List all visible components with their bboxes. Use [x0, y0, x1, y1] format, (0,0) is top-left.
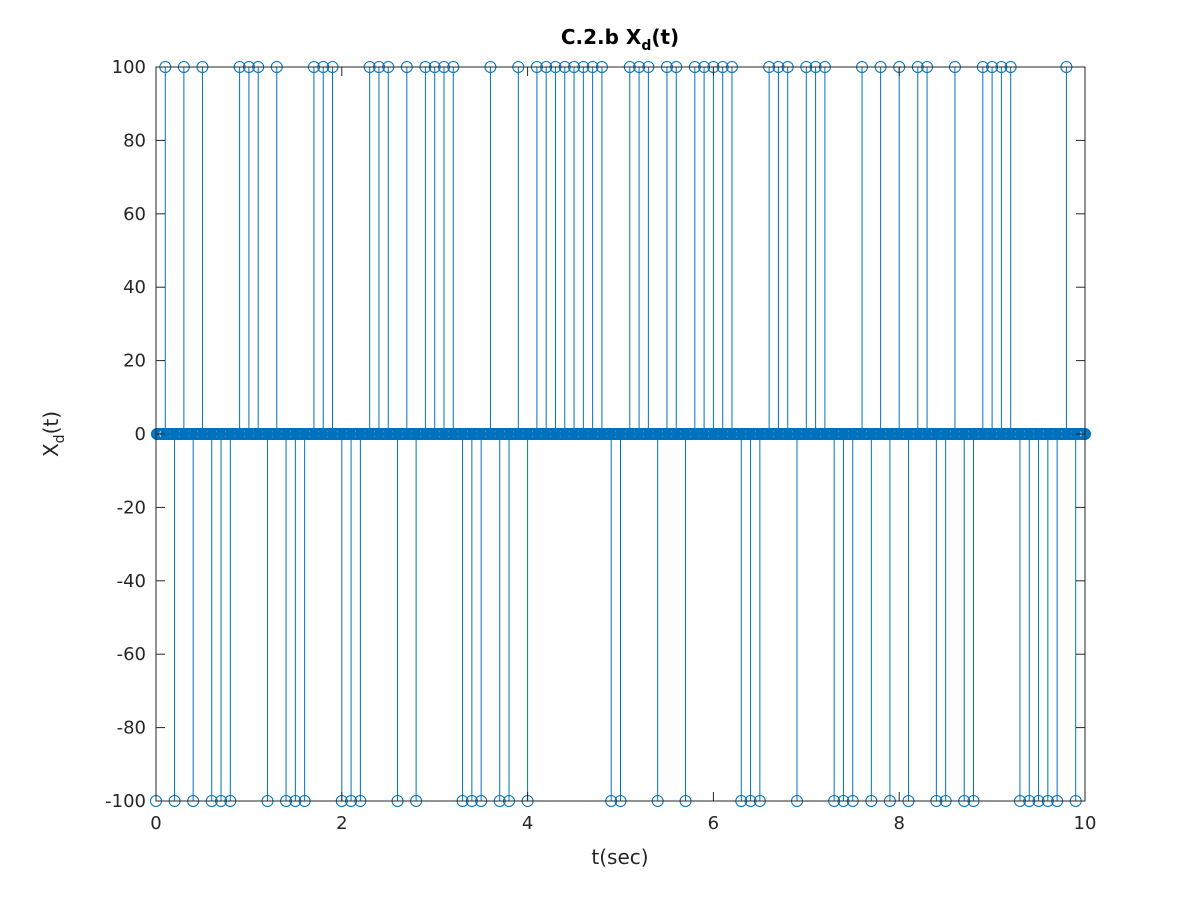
- y-tick-label: -60: [117, 644, 146, 665]
- x-tick-label: 4: [522, 813, 533, 834]
- title-subscript: d: [641, 38, 651, 54]
- x-tick-label: 10: [1074, 813, 1097, 834]
- ylabel-suffix: (t): [39, 411, 63, 434]
- x-tick-label: 2: [336, 813, 347, 834]
- x-tick-label: 0: [150, 813, 161, 834]
- y-tick-label: 80: [123, 130, 146, 151]
- y-tick-label: 0: [135, 424, 146, 445]
- y-tick-label: -40: [117, 571, 146, 592]
- x-axis-label: t(sec): [591, 845, 648, 869]
- y-tick-label: 60: [123, 204, 146, 225]
- ylabel-main: X: [39, 443, 63, 457]
- chart-title: C.2.b Xd(t): [561, 25, 679, 54]
- stem-series: [150, 61, 1091, 807]
- x-tick-label: 8: [893, 813, 904, 834]
- y-tick-label: -80: [117, 718, 146, 739]
- x-tick-label: 6: [708, 813, 719, 834]
- axis-ticks: 0 2 4 6 8 10 -100 -80 -60 -40 -20 0 20 40 60 80 100: [105, 57, 1096, 834]
- y-tick-label: -100: [105, 791, 146, 812]
- y-tick-label: -20: [117, 497, 146, 518]
- y-tick-label: 20: [123, 351, 146, 372]
- y-tick-label: 40: [123, 277, 146, 298]
- title-suffix: (t): [651, 25, 679, 49]
- title-main: C.2.b X: [561, 25, 642, 49]
- y-axis-label: Xd(t): [39, 411, 68, 457]
- y-tick-label: 100: [112, 57, 146, 78]
- ylabel-subscript: d: [52, 434, 68, 443]
